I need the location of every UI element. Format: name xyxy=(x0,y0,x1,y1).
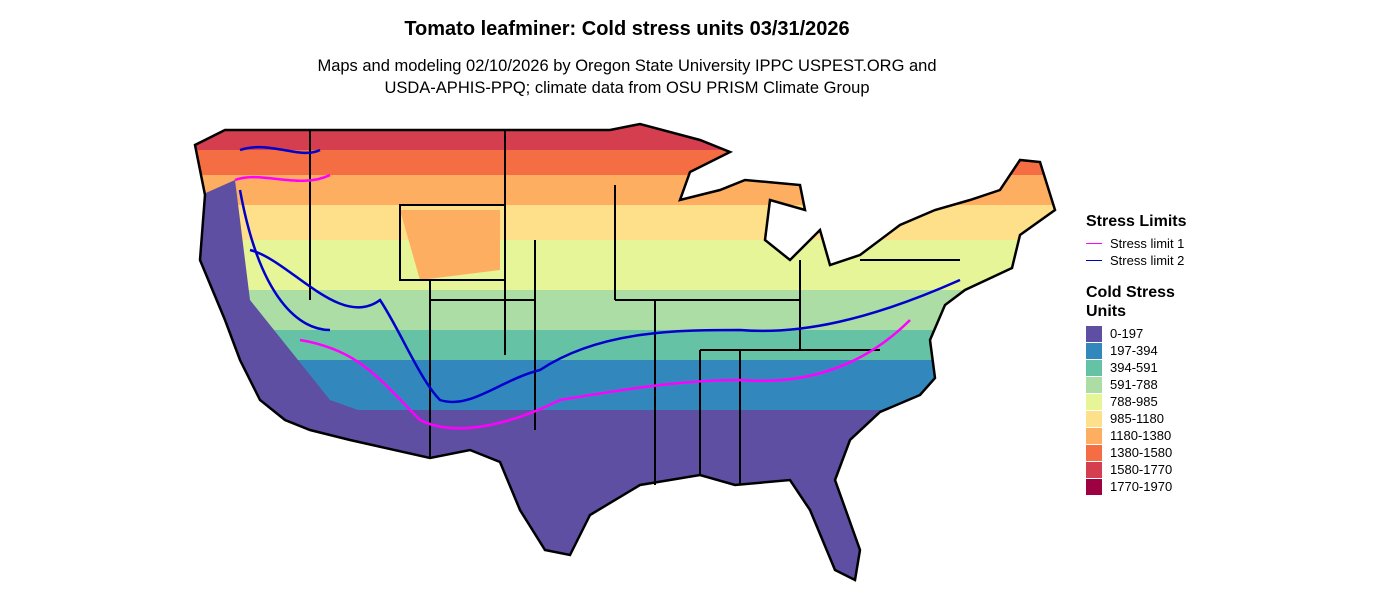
legend-line xyxy=(1086,243,1102,244)
legend-item: Stress limit 1 xyxy=(1086,235,1196,252)
legend-item: 591-788 xyxy=(1086,376,1196,393)
legend-swatch xyxy=(1086,342,1102,359)
legend-label: 985-1180 xyxy=(1110,411,1164,426)
legend-item: 0-197 xyxy=(1086,325,1196,342)
stress-zone xyxy=(195,330,1055,360)
subtitle-line: Maps and modeling 02/10/2026 by Oregon S… xyxy=(317,57,937,75)
legend-item: 1770-1970 xyxy=(1086,478,1196,495)
legend-swatch xyxy=(1086,478,1102,495)
legend-swatch xyxy=(1086,444,1102,461)
subtitle-line: USDA-APHIS-PPQ; climate data from OSU PR… xyxy=(384,79,870,97)
legend-item: 394-591 xyxy=(1086,359,1196,376)
legend-label: 0-197 xyxy=(1110,326,1144,341)
legend-item: 788-985 xyxy=(1086,393,1196,410)
legend-item: 1180-1380 xyxy=(1086,427,1196,444)
legend-line xyxy=(1086,260,1102,261)
legend-label: 1770-1970 xyxy=(1110,479,1173,494)
stress-zone xyxy=(195,410,1055,580)
legend-swatch xyxy=(1086,427,1102,444)
legend-item: 985-1180 xyxy=(1086,410,1196,427)
stress-zone xyxy=(195,124,1055,150)
legend-swatch xyxy=(1086,393,1102,410)
legend-item: 1380-1580 xyxy=(1086,444,1196,461)
legend-label: 197-394 xyxy=(1110,343,1158,358)
legend-label: 1380-1580 xyxy=(1110,445,1173,460)
legend-label: Stress limit 1 xyxy=(1110,236,1185,251)
state-borders xyxy=(309,130,960,485)
stress-zone xyxy=(195,150,1055,175)
legend-swatch xyxy=(1086,410,1102,427)
legend-title: Stress Limits xyxy=(1086,213,1187,230)
stress-zone xyxy=(400,210,500,280)
legend-label: 591-788 xyxy=(1110,377,1158,392)
map-fill xyxy=(195,124,1055,580)
stress-limit-1-line xyxy=(234,173,911,430)
chart-title: Tomato leafminer: Cold stress units 03/3… xyxy=(404,18,850,40)
legend-label: 394-591 xyxy=(1110,360,1158,375)
stress-zone xyxy=(195,205,1055,240)
legend-stress-limits: Stress Limits Stress limit 1 Stress limit… xyxy=(1086,212,1196,269)
legend-label: 788-985 xyxy=(1110,394,1158,409)
subtitle: Maps and modeling 02/10/2026 by Oregon S… xyxy=(0,55,1254,99)
legend-swatch xyxy=(1086,325,1102,342)
legend-cold-stress: Cold Stress Units 0-197 197-394 394-591 591… xyxy=(1086,283,1196,495)
legend-label: Stress limit 2 xyxy=(1110,253,1185,268)
stress-zone xyxy=(195,240,1055,290)
legend-title: Cold Stress Units xyxy=(1086,284,1175,320)
stress-zone xyxy=(195,290,1055,330)
legend-item: Stress limit 2 xyxy=(1086,252,1196,269)
legend-label: 1580-1770 xyxy=(1110,462,1173,477)
stress-limit-2-line xyxy=(238,145,961,404)
legend-item: 197-394 xyxy=(1086,342,1196,359)
legend-swatch xyxy=(1086,461,1102,478)
legend-swatch xyxy=(1086,359,1102,376)
legend-swatch xyxy=(1086,376,1102,393)
legend-label: 1180-1380 xyxy=(1110,428,1172,443)
legend-item: 1580-1770 xyxy=(1086,461,1196,478)
